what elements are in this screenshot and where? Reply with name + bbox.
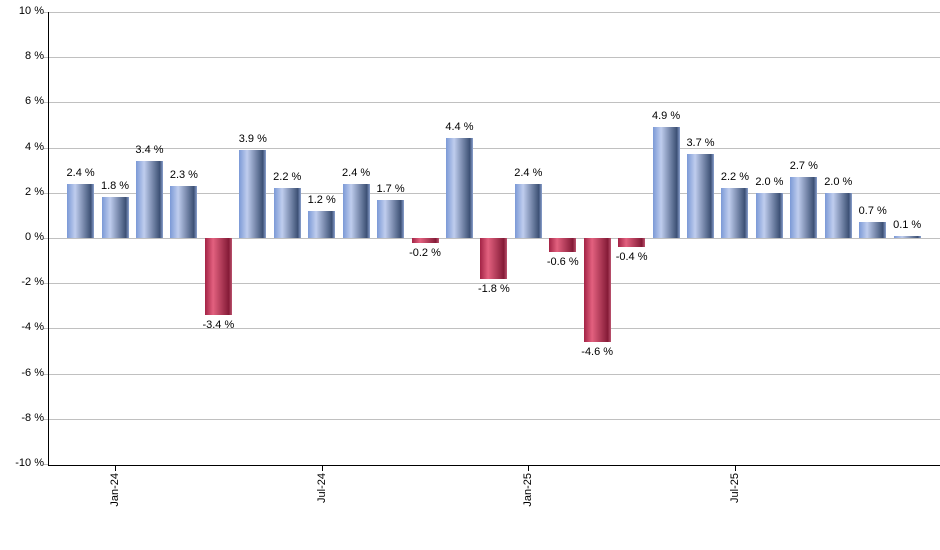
bar-value-label: 0.7 % xyxy=(858,205,887,218)
bar-positive xyxy=(170,185,198,238)
bar-value-label: 3.7 % xyxy=(686,137,715,150)
bar-negative xyxy=(204,238,232,315)
bar-value-label: 1.7 % xyxy=(376,182,405,195)
bar-positive xyxy=(342,183,370,238)
y-axis-line xyxy=(48,12,49,465)
y-axis-label: -10 % xyxy=(15,457,44,470)
y-axis-label: -4 % xyxy=(21,321,44,334)
bar-value-label: 4.9 % xyxy=(652,110,681,123)
y-gridline xyxy=(48,192,940,194)
y-axis-tick xyxy=(43,11,48,13)
y-gridline xyxy=(48,418,940,420)
y-axis-label: 10 % xyxy=(18,4,44,17)
bar-value-label: -0.6 % xyxy=(546,255,579,268)
y-axis-label: 8 % xyxy=(25,50,44,63)
y-gridline xyxy=(48,102,940,104)
y-axis-label: 0 % xyxy=(25,231,44,243)
x-axis-tick xyxy=(115,466,117,471)
x-axis-tick-label: Jan-24 xyxy=(109,473,122,507)
y-axis-tick xyxy=(43,464,48,466)
bar-negative xyxy=(411,238,439,243)
bar-value-label: 2.4 % xyxy=(514,166,543,179)
bar-positive xyxy=(652,127,680,238)
y-axis-tick xyxy=(43,283,48,285)
bar-value-label: 2.2 % xyxy=(273,171,302,184)
y-axis-tick xyxy=(43,418,48,420)
bar-positive xyxy=(101,197,129,238)
bar-positive xyxy=(687,154,715,238)
y-axis-label: 6 % xyxy=(25,95,44,108)
y-axis-tick xyxy=(43,373,48,375)
bar-value-label: 2.0 % xyxy=(755,175,784,188)
x-axis-tick xyxy=(734,466,736,471)
bar-positive xyxy=(67,183,95,238)
y-axis-tick xyxy=(43,192,48,194)
y-gridline xyxy=(48,283,940,285)
x-axis-line xyxy=(48,465,940,466)
bar-positive xyxy=(824,192,852,238)
bar-negative xyxy=(480,238,508,279)
y-axis-tick xyxy=(43,238,48,239)
x-axis-tick xyxy=(528,466,530,471)
y-axis-tick xyxy=(43,328,48,330)
y-axis-label: -6 % xyxy=(21,366,44,379)
x-axis-tick-label: Jul-24 xyxy=(315,473,328,503)
x-axis-tick xyxy=(321,466,323,471)
bar-value-label: 1.2 % xyxy=(307,193,336,206)
bar-value-label: -1.8 % xyxy=(477,282,510,295)
bar-negative xyxy=(583,238,611,343)
bar-positive xyxy=(308,210,336,238)
y-axis-label: -2 % xyxy=(21,276,44,289)
bar-value-label: 2.4 % xyxy=(66,166,95,179)
y-axis-tick xyxy=(43,147,48,149)
y-axis-label: -8 % xyxy=(21,411,44,424)
bar-positive xyxy=(239,149,267,238)
y-gridline xyxy=(48,373,940,375)
bar-value-label: 4.4 % xyxy=(445,121,474,134)
bar-positive xyxy=(721,188,749,238)
bar-value-label: 1.8 % xyxy=(100,180,130,193)
x-axis-tick-label: Jul-25 xyxy=(728,473,741,503)
bar-positive xyxy=(790,176,818,238)
bar-value-label: -0.2 % xyxy=(409,246,441,259)
y-axis-tick xyxy=(43,57,48,59)
x-axis-tick-label: Jan-25 xyxy=(522,473,535,507)
bar-positive xyxy=(445,138,473,238)
bar-value-label: 2.4 % xyxy=(342,166,371,179)
bar-value-label: 3.4 % xyxy=(135,144,164,157)
bar-positive xyxy=(893,235,921,238)
bar-negative xyxy=(549,238,577,252)
bar-value-label: 2.7 % xyxy=(789,159,818,172)
bar-positive xyxy=(755,192,783,238)
y-gridline xyxy=(48,57,940,59)
bar-value-label: 3.9 % xyxy=(238,132,267,145)
bar-positive xyxy=(514,183,542,238)
y-gridline xyxy=(48,147,940,149)
y-gridline xyxy=(48,328,940,330)
y-axis-label: 4 % xyxy=(25,140,44,153)
bar-positive xyxy=(135,161,163,238)
bar-value-label: -4.6 % xyxy=(581,346,614,359)
bar-positive xyxy=(273,188,301,238)
y-axis-tick xyxy=(43,102,48,104)
bar-value-label: 0.1 % xyxy=(893,218,922,231)
bar-value-label: 2.0 % xyxy=(824,175,853,188)
bar-negative xyxy=(618,238,646,248)
y-gridline xyxy=(48,11,940,13)
bar-value-label: 2.2 % xyxy=(720,171,750,184)
bar-value-label: -3.4 % xyxy=(202,318,235,331)
bar-positive xyxy=(377,199,405,238)
y-axis-label: 2 % xyxy=(25,185,44,198)
bar-positive xyxy=(859,222,887,238)
bar-value-label: 2.3 % xyxy=(169,168,198,181)
bar-value-label: -0.4 % xyxy=(615,251,648,264)
